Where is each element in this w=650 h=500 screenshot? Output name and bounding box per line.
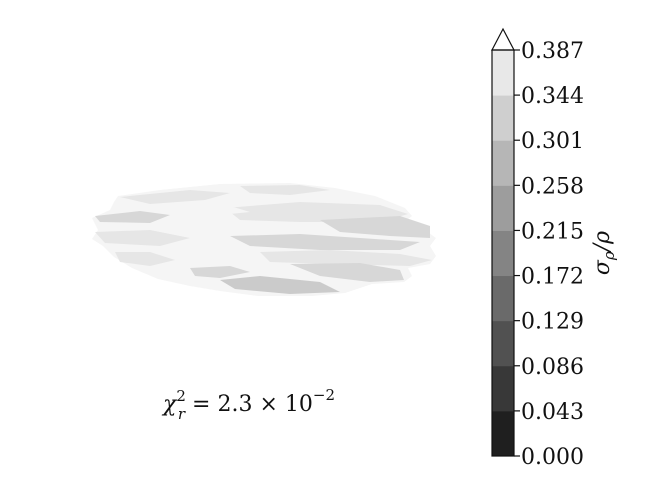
colorbar-band — [492, 230, 514, 277]
colorbar-frame — [491, 49, 515, 457]
colorbar-band — [492, 320, 514, 367]
chi-superscript: 2 — [176, 387, 186, 405]
colorbar-band — [492, 185, 514, 231]
chi-subscript: r — [178, 405, 186, 423]
colorbar-tick-label: 0.172 — [521, 265, 584, 290]
contour-region — [240, 185, 330, 195]
contour-region — [190, 266, 250, 278]
chi-symbol: χ — [161, 392, 178, 417]
colorbar-tick-label: 0.344 — [521, 84, 584, 109]
colorbar-band — [492, 140, 514, 186]
colorbar-extend-arrow — [491, 27, 515, 51]
colorbar-tick-label: 0.086 — [521, 355, 584, 380]
colorbar-band — [492, 365, 514, 412]
contour-region — [170, 206, 250, 216]
colorbar-ticks: 0.000 0.043 0.086 0.129 0.172 0.215 0.258 0.301… — [514, 39, 584, 470]
contour-region — [115, 252, 175, 266]
chi-square-annotation: χ2 r = 2.3 × 10−2 — [161, 386, 335, 423]
colorbar: 0.000 0.043 0.086 0.129 0.172 0.215 0.258 0.301… — [491, 27, 584, 470]
contour-region — [185, 224, 260, 236]
contour-field — [92, 183, 436, 296]
contour-region — [225, 202, 408, 222]
chi-exponent: −2 — [313, 386, 335, 404]
contour-region — [290, 263, 404, 282]
chi-value: = 2.3 × 10 — [185, 392, 313, 417]
colorbar-tick-label: 0.258 — [521, 174, 584, 199]
colorbar-bands — [492, 50, 514, 457]
contour-region — [120, 190, 230, 204]
contour-region — [260, 250, 432, 266]
contour-region — [220, 276, 340, 294]
colorbar-tick-label: 0.215 — [521, 219, 584, 244]
colorbar-band — [492, 50, 514, 96]
colorbar-band — [492, 275, 514, 322]
colorbar-tick-label: 0.129 — [521, 310, 584, 335]
colorbar-tick-label: 0.043 — [521, 400, 584, 425]
colorbar-tick-label: 0.000 — [521, 445, 584, 470]
colorbar-band — [492, 410, 514, 457]
colorbar-label-rest: /ρ — [590, 231, 615, 253]
colorbar-label-sub: ρ — [600, 251, 618, 261]
colorbar-band — [492, 95, 514, 141]
contour-region — [95, 230, 190, 246]
colorbar-tick-label: 0.387 — [521, 39, 584, 64]
colorbar-label-main: σ — [590, 259, 615, 275]
colorbar-tick-label: 0.301 — [521, 129, 584, 154]
contour-region — [95, 211, 170, 223]
colorbar-label: σρ/ρ — [590, 231, 618, 275]
contour-region — [320, 216, 430, 238]
contour-region — [230, 234, 420, 250]
